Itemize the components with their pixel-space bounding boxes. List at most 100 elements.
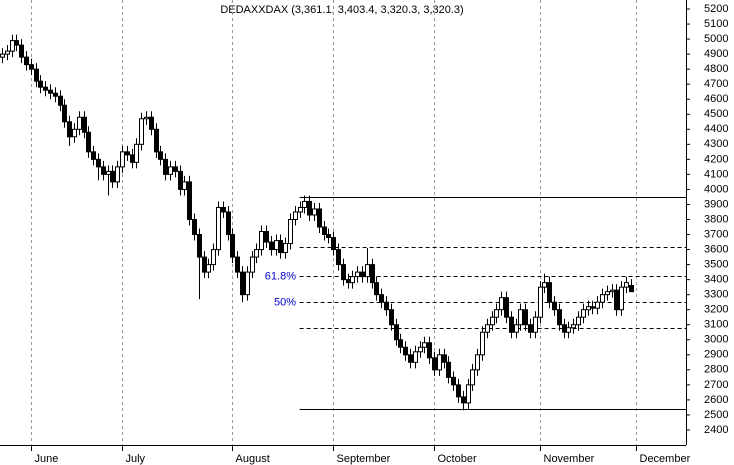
candle-body bbox=[168, 166, 173, 175]
candle-body bbox=[408, 354, 413, 363]
candle-body bbox=[490, 316, 495, 326]
candle-body bbox=[29, 64, 34, 70]
candle-body bbox=[187, 181, 192, 220]
candle-body bbox=[422, 342, 427, 348]
y-tick-label: 4800 bbox=[704, 63, 728, 75]
candle-body bbox=[475, 354, 480, 371]
candle-body bbox=[192, 218, 197, 236]
y-tick-label: 3100 bbox=[704, 319, 728, 331]
candle-body bbox=[154, 128, 159, 153]
candle-body bbox=[413, 351, 418, 363]
candle-body bbox=[461, 396, 466, 404]
candle-body bbox=[384, 301, 389, 311]
candle-body bbox=[62, 104, 67, 123]
x-tick-label: November bbox=[544, 453, 595, 465]
x-tick-label: October bbox=[438, 453, 477, 465]
y-tick-label: 4200 bbox=[704, 153, 728, 165]
candle-body bbox=[355, 271, 360, 278]
candle-body bbox=[504, 297, 509, 318]
candle-body bbox=[446, 361, 451, 378]
candle-body bbox=[451, 376, 456, 386]
y-tick-label: 5100 bbox=[704, 18, 728, 30]
y-tick-label: 4100 bbox=[704, 168, 728, 180]
candle-body bbox=[115, 166, 120, 183]
candle-body bbox=[254, 249, 259, 258]
y-tick-label: 3200 bbox=[704, 304, 728, 316]
candle-body bbox=[106, 170, 111, 175]
candle-body bbox=[518, 309, 523, 326]
y-tick-label: 4500 bbox=[704, 108, 728, 120]
candle-body bbox=[10, 40, 15, 52]
candle-body bbox=[624, 282, 629, 288]
candle-body bbox=[499, 297, 504, 311]
candle-body bbox=[480, 331, 485, 356]
candle-body bbox=[0, 53, 5, 58]
y-tick-label: 3000 bbox=[704, 334, 728, 346]
y-tick-label: 2800 bbox=[704, 364, 728, 376]
candle-body bbox=[427, 342, 432, 359]
candle-body bbox=[470, 369, 475, 386]
candle-body bbox=[538, 286, 543, 318]
candle-body bbox=[240, 271, 245, 296]
candle-body bbox=[350, 276, 355, 284]
candle-body bbox=[293, 211, 298, 220]
y-tick-label: 4700 bbox=[704, 78, 728, 90]
candle-body bbox=[590, 306, 595, 309]
candle-body bbox=[509, 316, 514, 333]
candle-body bbox=[58, 95, 63, 106]
candle-body bbox=[595, 301, 600, 309]
y-tick-label: 2700 bbox=[704, 379, 728, 391]
candle-body bbox=[533, 316, 538, 333]
y-tick-label: 3400 bbox=[704, 274, 728, 286]
candle-body bbox=[221, 206, 226, 213]
candle-body bbox=[269, 241, 274, 251]
candle-body bbox=[341, 264, 346, 281]
level-label: 50% bbox=[274, 296, 296, 308]
candle-body bbox=[600, 294, 605, 303]
candle-body bbox=[72, 128, 77, 138]
candle-body bbox=[182, 181, 187, 190]
candle-body bbox=[566, 327, 571, 333]
candle-body bbox=[216, 206, 221, 251]
candle-body bbox=[317, 208, 322, 228]
candle-body bbox=[312, 208, 317, 216]
y-tick-label: 4300 bbox=[704, 138, 728, 150]
chart-title: DEDAXXDAX (3,361.1, 3,403.4, 3,320.3, 3,… bbox=[220, 4, 463, 16]
candle-body bbox=[226, 211, 231, 236]
candle-body bbox=[178, 170, 183, 190]
candle-body bbox=[307, 200, 312, 216]
y-tick-label: 4600 bbox=[704, 93, 728, 105]
candle-body bbox=[514, 324, 519, 333]
candle-body bbox=[67, 121, 72, 138]
candle-body bbox=[523, 309, 528, 326]
candle-body bbox=[197, 234, 202, 258]
candle-body bbox=[14, 40, 19, 46]
candle-body bbox=[586, 306, 591, 311]
candle-body bbox=[614, 289, 619, 311]
candle-body bbox=[326, 234, 331, 239]
candle-body bbox=[581, 309, 586, 318]
candle-body bbox=[43, 86, 48, 91]
y-tick-label: 5000 bbox=[704, 33, 728, 45]
candle-body bbox=[259, 231, 264, 251]
candle-body bbox=[562, 324, 567, 333]
candle-body bbox=[250, 256, 255, 273]
y-tick-label: 3900 bbox=[704, 198, 728, 210]
y-tick-label: 2900 bbox=[704, 349, 728, 361]
candle-body bbox=[485, 324, 490, 333]
candle-body bbox=[360, 271, 365, 278]
y-tick-label: 3800 bbox=[704, 213, 728, 225]
candle-body bbox=[610, 289, 615, 293]
candle-body bbox=[365, 264, 370, 278]
level-label: 61.8% bbox=[265, 270, 296, 282]
candle-body bbox=[336, 249, 341, 266]
x-tick-label: June bbox=[35, 453, 59, 465]
candle-body bbox=[418, 346, 423, 353]
candle-body bbox=[547, 282, 552, 303]
candle-body bbox=[206, 264, 211, 273]
candle-body bbox=[274, 240, 279, 251]
candle-body bbox=[576, 316, 581, 326]
y-tick-label: 2400 bbox=[704, 424, 728, 436]
candle-body bbox=[542, 282, 547, 288]
